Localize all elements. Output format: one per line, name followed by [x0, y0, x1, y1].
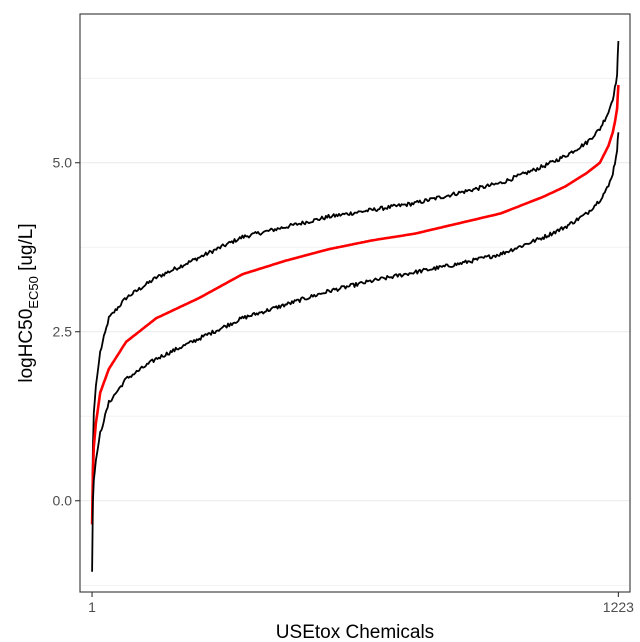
y-tick-label: 2.5 [53, 324, 73, 340]
y-tick-label: 5.0 [53, 155, 73, 171]
axis-ticks: 0.0 2.5 5.0 1 1223 [53, 155, 635, 615]
y-axis-title-subscript: EC50 [26, 276, 41, 309]
grid-lines [80, 77, 630, 586]
series-lines [90, 40, 620, 572]
y-tick-label: 0.0 [53, 493, 73, 509]
series-line-upper [91, 40, 620, 522]
y-axis-title: logHC50EC50 [ug/L] [16, 223, 41, 382]
series-line-median [90, 84, 620, 525]
x-tick-label: 1 [88, 599, 96, 615]
x-tick-label: 1223 [603, 599, 634, 615]
series-line-lower [91, 132, 620, 572]
y-axis-title-unit: [ug/L] [16, 223, 37, 276]
panel-border [79, 13, 631, 593]
x-axis-title: USEtox Chemicals [276, 622, 434, 642]
y-axis-title-main: logHC50 [16, 309, 37, 383]
